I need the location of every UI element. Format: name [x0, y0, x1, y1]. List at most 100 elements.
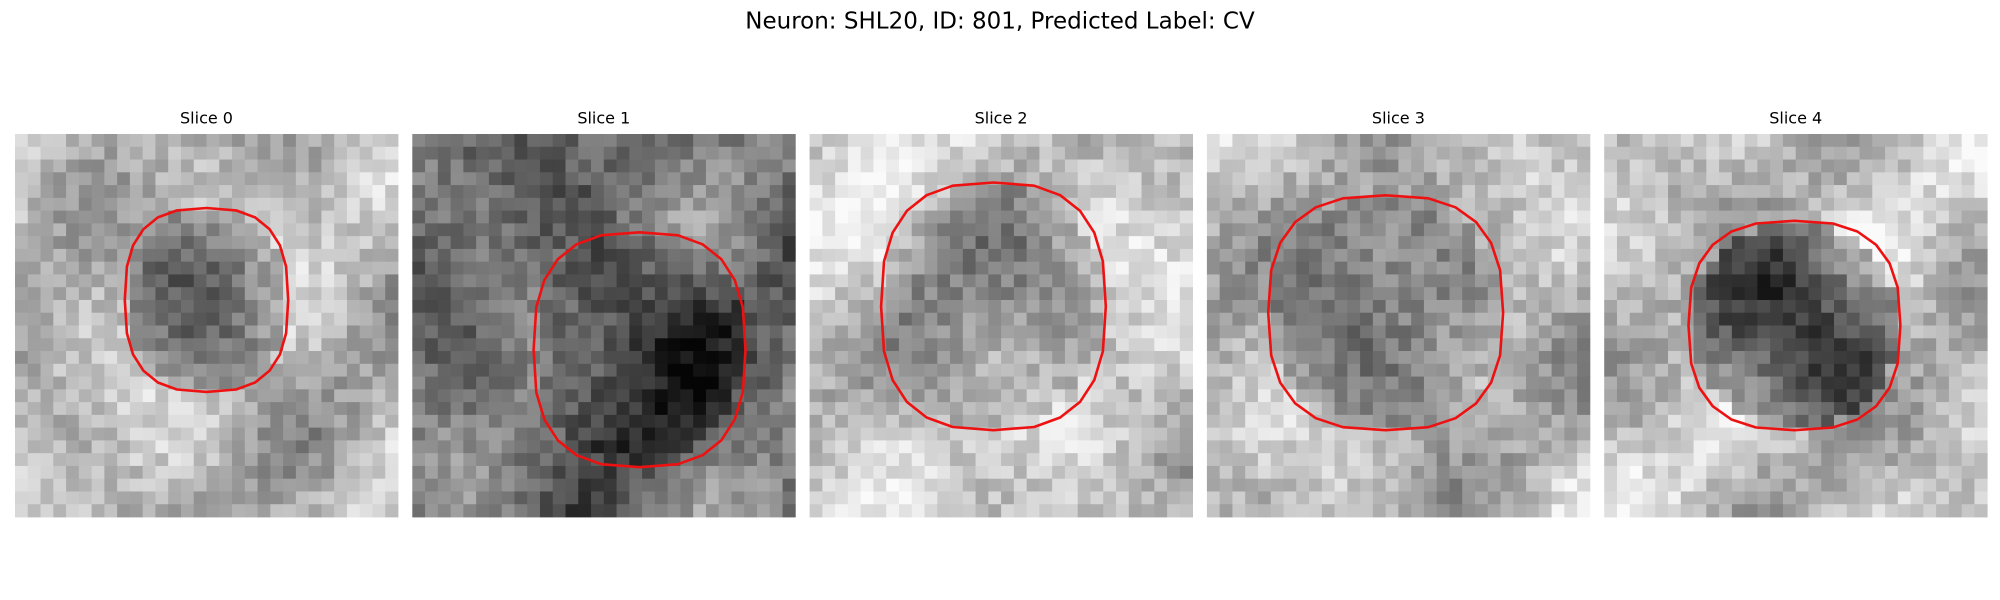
pixel — [193, 491, 207, 505]
pixel — [1526, 363, 1540, 377]
pixel — [1360, 299, 1374, 314]
pixel — [705, 185, 720, 199]
pixel — [1141, 146, 1155, 160]
pixel — [1846, 478, 1860, 492]
pixel — [1808, 376, 1822, 390]
pixel — [1128, 414, 1142, 429]
pixel — [1885, 465, 1899, 480]
pixel — [1923, 159, 1937, 173]
pixel — [15, 338, 29, 352]
pixel — [1961, 134, 1975, 148]
pixel — [1821, 172, 1835, 186]
pixel — [1936, 478, 1950, 492]
pixel — [168, 465, 182, 480]
pixel — [1577, 210, 1591, 224]
pixel — [1179, 159, 1193, 173]
pixel — [385, 414, 399, 429]
pixel — [603, 146, 617, 160]
pixel — [1475, 491, 1489, 505]
pixel — [1961, 338, 1975, 352]
pixel — [1538, 440, 1552, 454]
pixel — [1564, 223, 1578, 237]
pixel — [334, 185, 348, 199]
pixel — [1885, 491, 1899, 505]
pixel — [1103, 172, 1117, 186]
pixel — [782, 146, 796, 160]
pixel — [1179, 172, 1193, 186]
pixel — [1719, 146, 1733, 160]
pixel — [308, 414, 322, 429]
pixel — [168, 427, 182, 441]
pixel — [1513, 261, 1527, 275]
pixel — [1897, 146, 1911, 160]
pixel — [654, 261, 669, 275]
pixel — [744, 146, 758, 160]
pixel — [680, 338, 694, 352]
pixel — [1808, 274, 1822, 288]
pixel — [835, 414, 849, 429]
pixel — [1910, 376, 1924, 390]
pixel — [1731, 351, 1746, 365]
pixel — [822, 312, 836, 326]
pixel — [1141, 197, 1155, 211]
pixel — [1744, 491, 1758, 505]
pixel — [15, 363, 29, 377]
pixel — [270, 134, 284, 148]
pixel — [924, 351, 938, 365]
pixel — [1487, 197, 1501, 211]
pixel — [78, 491, 92, 505]
pixel — [860, 248, 874, 263]
pixel — [1910, 146, 1924, 160]
pixel — [1782, 453, 1797, 467]
pixel — [1064, 159, 1079, 173]
pixel — [1974, 427, 1988, 441]
pixel — [155, 491, 169, 505]
pixel — [680, 414, 694, 429]
pixel — [142, 287, 156, 301]
pixel — [1462, 287, 1476, 301]
pixel — [1551, 427, 1565, 441]
pixel — [1897, 351, 1911, 365]
pixel — [78, 389, 92, 403]
pixel — [1487, 223, 1501, 237]
pixel — [680, 325, 694, 339]
pixel — [1564, 261, 1578, 275]
pixel — [642, 440, 656, 454]
pixel — [1744, 172, 1758, 186]
pixel — [937, 453, 951, 467]
pixel — [527, 261, 541, 275]
pixel — [1232, 210, 1246, 224]
pixel — [206, 440, 220, 454]
pixel — [911, 491, 925, 505]
pixel — [962, 376, 976, 390]
pixel — [1334, 504, 1348, 518]
pixel — [1668, 440, 1682, 454]
pixel — [860, 185, 874, 199]
pixel — [514, 197, 528, 211]
pixel — [1885, 414, 1899, 429]
pixel — [1398, 274, 1412, 288]
pixel — [1077, 312, 1091, 326]
pixel — [667, 414, 681, 429]
pixel — [744, 159, 758, 173]
pixel — [1719, 427, 1733, 441]
pixel — [950, 414, 964, 429]
pixel — [1013, 376, 1028, 390]
pixel — [962, 274, 976, 288]
pixel — [539, 159, 554, 173]
pixel — [654, 299, 669, 314]
pixel — [603, 389, 617, 403]
pixel — [911, 236, 925, 250]
pixel — [886, 312, 900, 326]
pixel — [552, 185, 566, 199]
pixel — [1551, 287, 1565, 301]
pixel — [1270, 440, 1284, 454]
pixel — [15, 312, 29, 326]
pixel — [822, 274, 836, 288]
pixel — [1604, 299, 1618, 314]
pixel — [1296, 312, 1310, 326]
pixel — [718, 159, 732, 173]
pixel — [372, 146, 386, 160]
pixel — [104, 248, 118, 263]
pixel — [705, 134, 720, 148]
